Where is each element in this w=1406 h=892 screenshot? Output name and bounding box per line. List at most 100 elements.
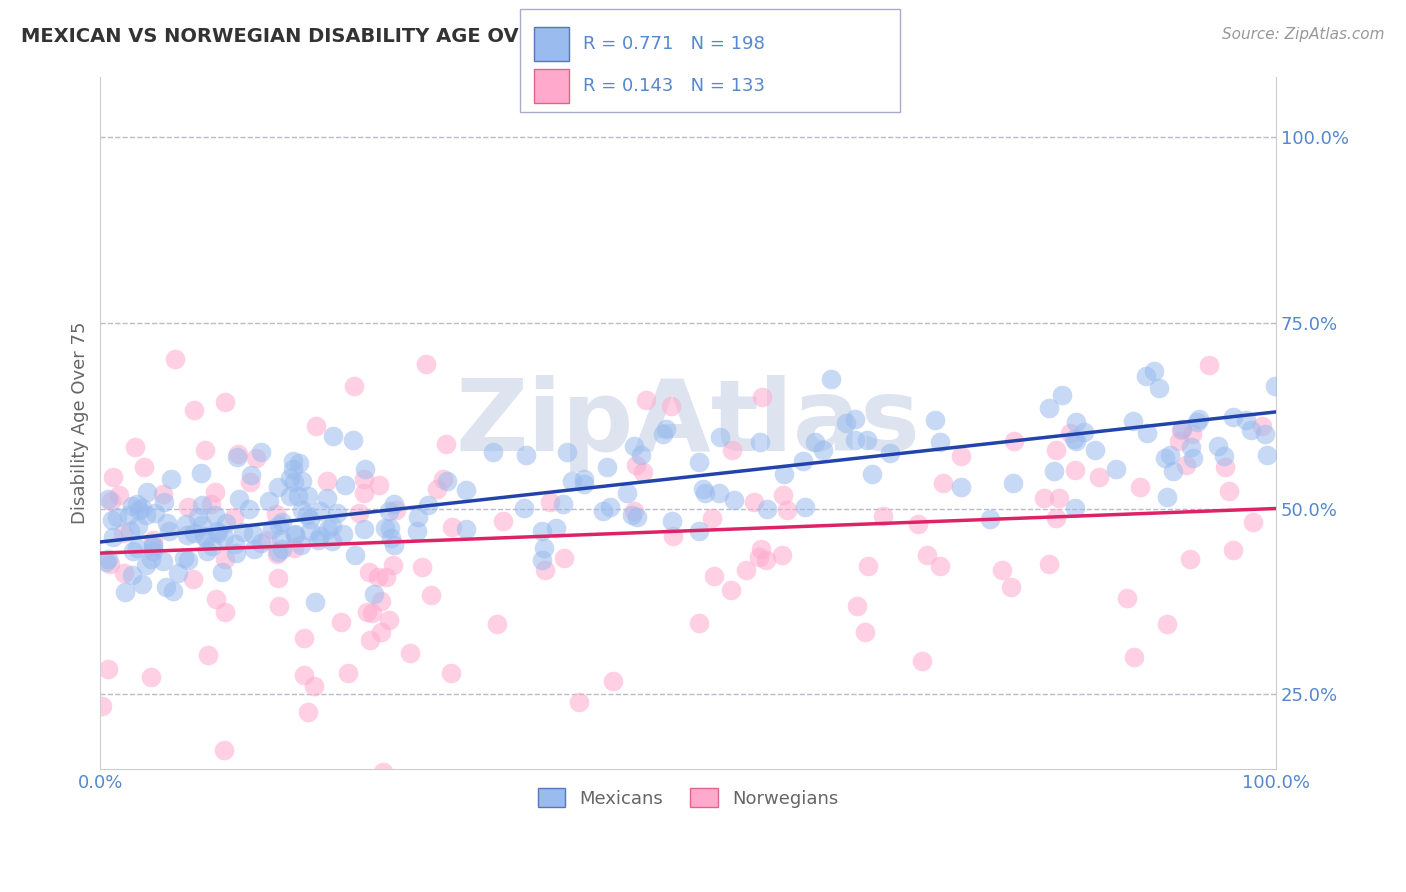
Point: [855, 624, 877, 639]
Point: [623, 504, 645, 518]
Point: [157, 524, 180, 539]
Y-axis label: Disability Age Over 75: Disability Age Over 75: [72, 322, 89, 524]
Point: [343, 548, 366, 562]
Point: [101, 469, 124, 483]
Point: [1178, 551, 1201, 566]
Point: [321, 519, 343, 533]
Point: [551, 497, 574, 511]
Point: [1038, 557, 1060, 571]
Point: [1045, 511, 1067, 525]
Point: [267, 571, 290, 585]
Point: [755, 502, 778, 516]
Point: [114, 584, 136, 599]
Point: [1084, 442, 1107, 457]
Point: [299, 512, 322, 526]
Point: [375, 569, 398, 583]
Point: [1188, 412, 1211, 426]
Point: [281, 453, 304, 467]
Point: [1156, 617, 1178, 632]
Point: [1212, 449, 1234, 463]
Point: [292, 631, 315, 645]
Point: [152, 494, 174, 508]
Point: [190, 498, 212, 512]
Point: [776, 503, 799, 517]
Point: [879, 446, 901, 460]
Point: [772, 488, 794, 502]
Point: [288, 456, 311, 470]
Point: [287, 490, 309, 504]
Point: [142, 538, 165, 552]
Point: [112, 566, 135, 581]
Point: [91, 698, 114, 713]
Point: [1129, 480, 1152, 494]
Point: [661, 515, 683, 529]
Point: [238, 502, 260, 516]
Point: [1002, 476, 1025, 491]
Text: Source: ZipAtlas.com: Source: ZipAtlas.com: [1222, 27, 1385, 42]
Point: [291, 474, 314, 488]
Point: [440, 666, 463, 681]
Point: [167, 566, 190, 581]
Point: [249, 536, 271, 550]
Point: [846, 599, 869, 613]
Point: [568, 695, 591, 709]
Point: [436, 475, 458, 489]
Point: [858, 559, 880, 574]
Point: [347, 506, 370, 520]
Point: [135, 508, 157, 523]
Point: [1105, 461, 1128, 475]
Point: [195, 531, 218, 545]
Point: [1251, 419, 1274, 434]
Point: [118, 508, 141, 522]
Point: [1045, 442, 1067, 457]
Point: [121, 568, 143, 582]
Point: [100, 493, 122, 508]
Point: [456, 483, 478, 497]
Point: [434, 436, 457, 450]
Point: [131, 576, 153, 591]
Point: [142, 541, 165, 555]
Point: [269, 517, 291, 532]
Point: [176, 500, 198, 514]
Point: [626, 509, 648, 524]
Point: [1174, 458, 1197, 473]
Point: [574, 473, 596, 487]
Point: [278, 489, 301, 503]
Point: [139, 670, 162, 684]
Point: [661, 529, 683, 543]
Point: [309, 529, 332, 543]
Point: [1206, 439, 1229, 453]
Point: [367, 570, 389, 584]
Point: [297, 508, 319, 522]
Point: [94, 555, 117, 569]
Point: [1147, 381, 1170, 395]
Point: [1033, 491, 1056, 506]
Point: [979, 512, 1001, 526]
Point: [751, 390, 773, 404]
Point: [302, 679, 325, 693]
Point: [636, 393, 658, 408]
Point: [176, 528, 198, 542]
Point: [225, 546, 247, 560]
Point: [755, 553, 778, 567]
Point: [1047, 491, 1070, 505]
Point: [105, 510, 128, 524]
Point: [142, 533, 165, 548]
Point: [283, 475, 305, 489]
Point: [152, 487, 174, 501]
Point: [748, 550, 770, 565]
Point: [1254, 426, 1277, 441]
Point: [803, 435, 825, 450]
Point: [709, 486, 731, 500]
Point: [515, 448, 537, 462]
Point: [194, 443, 217, 458]
Point: [191, 517, 214, 532]
Point: [531, 552, 554, 566]
Point: [1159, 448, 1181, 462]
Point: [1000, 580, 1022, 594]
Point: [318, 522, 340, 536]
Point: [228, 491, 250, 506]
Point: [1064, 434, 1087, 449]
Point: [654, 422, 676, 436]
Point: [1063, 432, 1085, 446]
